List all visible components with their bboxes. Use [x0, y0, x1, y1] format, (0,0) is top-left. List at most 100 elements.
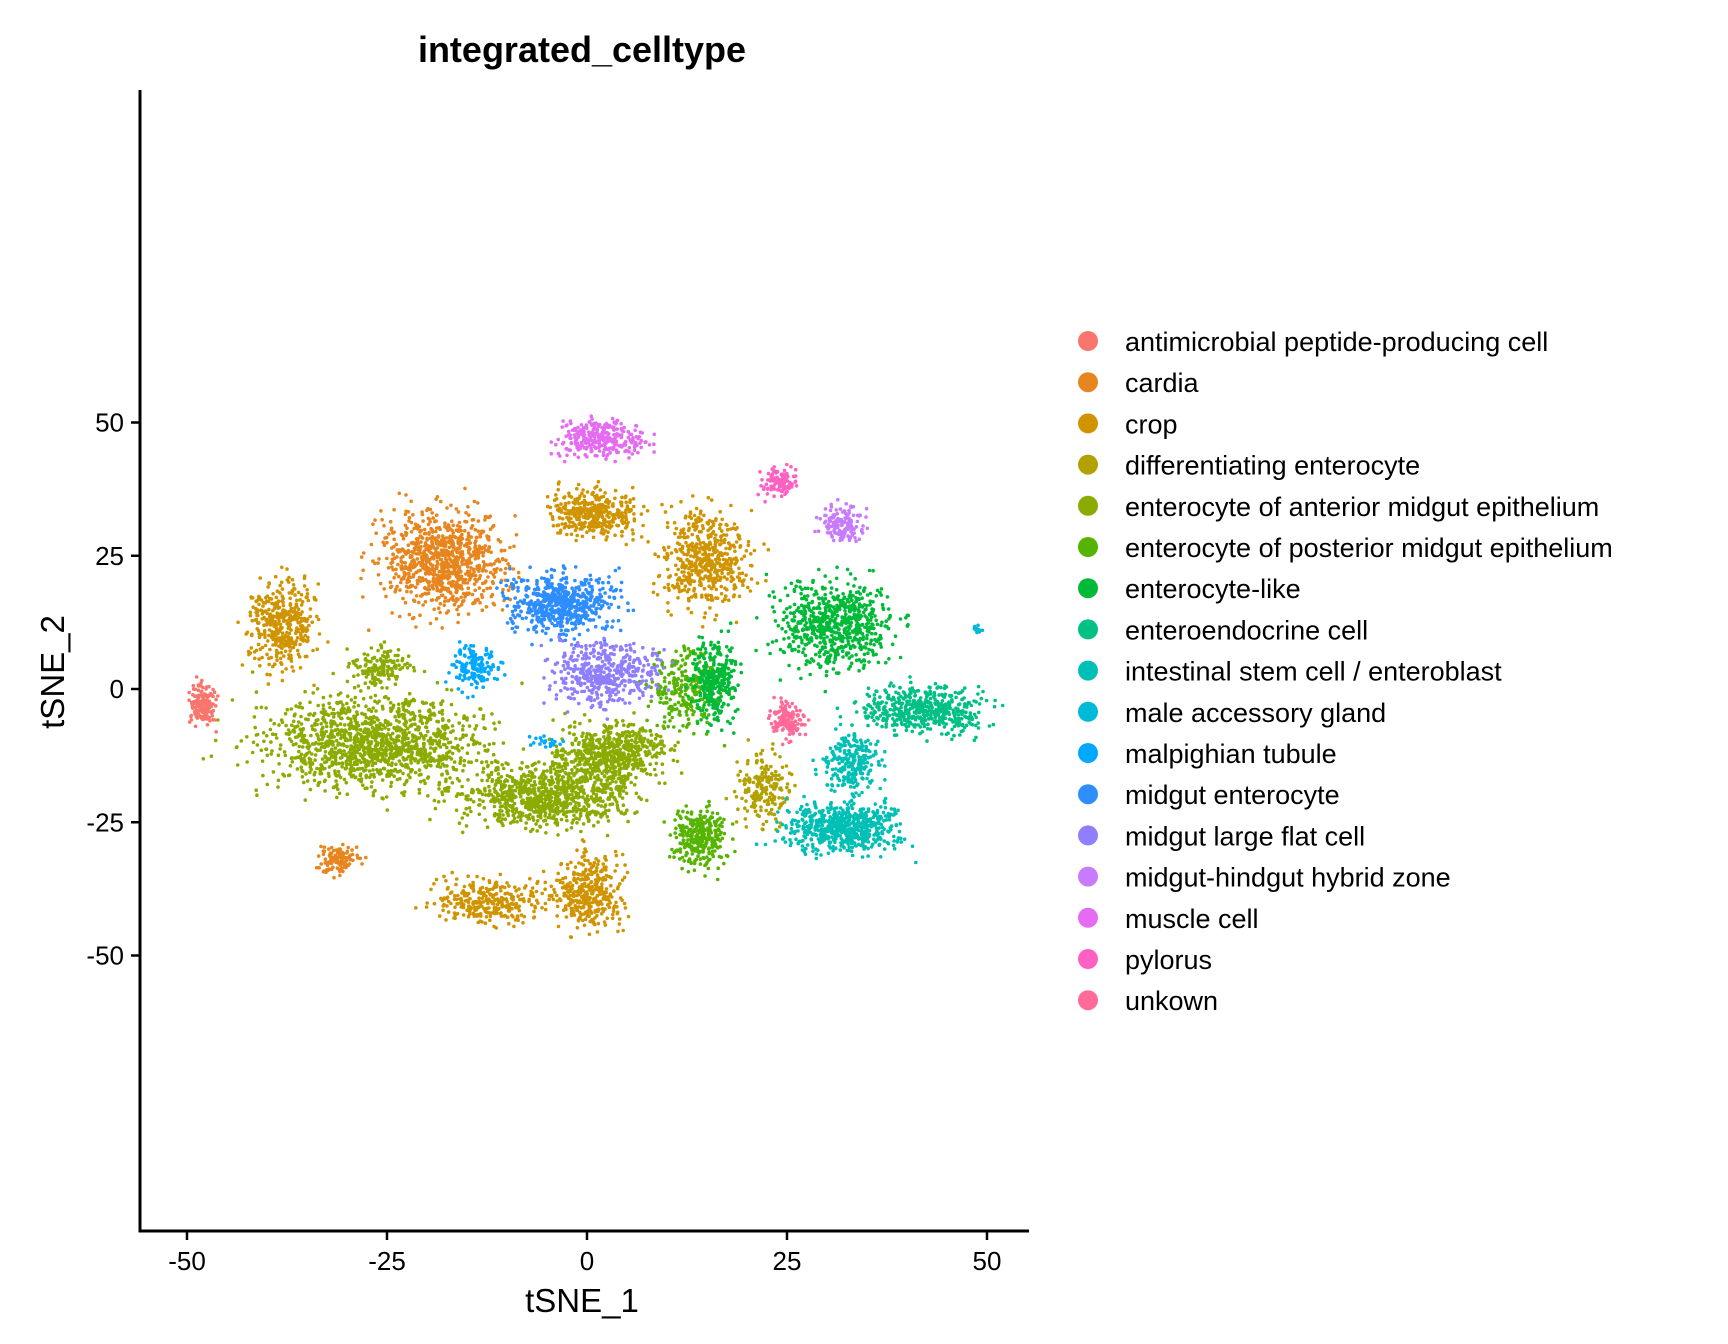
data-point	[458, 525, 463, 529]
data-point	[317, 780, 322, 785]
data-point	[292, 606, 297, 610]
data-point	[757, 798, 762, 802]
data-point	[208, 691, 213, 696]
data-point	[467, 912, 472, 916]
data-point	[338, 873, 342, 878]
data-point	[427, 584, 431, 588]
data-point	[732, 587, 736, 591]
data-point	[468, 797, 473, 802]
data-point	[441, 569, 445, 573]
data-point	[376, 561, 380, 565]
data-point	[417, 791, 422, 795]
data-point	[667, 575, 671, 580]
data-point	[344, 766, 349, 770]
data-point	[267, 582, 272, 586]
data-point	[733, 549, 737, 554]
data-point	[663, 781, 667, 786]
data-point	[736, 773, 740, 777]
data-point	[482, 891, 486, 895]
data-point	[301, 761, 306, 765]
data-point	[371, 706, 376, 710]
data-point	[281, 596, 286, 601]
data-point	[344, 760, 349, 764]
data-point	[196, 715, 200, 720]
data-point	[455, 911, 460, 916]
data-point	[280, 678, 285, 683]
data-point	[554, 497, 559, 501]
data-point	[315, 687, 320, 691]
data-point	[394, 542, 399, 547]
data-point	[521, 921, 525, 925]
data-point	[430, 528, 435, 532]
data-point	[748, 589, 753, 593]
data-point	[749, 508, 754, 513]
data-point	[265, 599, 269, 603]
data-point	[459, 528, 463, 533]
data-point	[502, 548, 507, 553]
data-point	[630, 485, 635, 490]
data-point	[358, 753, 363, 758]
data-point	[555, 878, 559, 882]
data-point	[425, 554, 429, 558]
data-point	[435, 554, 439, 558]
data-point	[497, 720, 502, 725]
data-point	[426, 794, 430, 798]
data-point	[373, 738, 378, 743]
data-point	[458, 550, 463, 555]
data-point	[529, 891, 534, 896]
data-point	[417, 578, 421, 583]
data-point	[735, 575, 740, 579]
data-point	[294, 725, 299, 729]
data-point	[476, 550, 481, 554]
data-point	[628, 500, 632, 505]
data-point	[363, 736, 368, 741]
data-point	[567, 903, 571, 908]
data-point	[324, 741, 328, 746]
data-point	[376, 741, 380, 745]
data-point	[322, 869, 326, 873]
data-point	[533, 768, 538, 772]
data-point	[574, 898, 578, 903]
data-point	[342, 777, 347, 782]
data-point	[687, 561, 692, 566]
data-point	[291, 669, 296, 673]
data-point	[451, 594, 455, 599]
data-point	[475, 501, 480, 505]
data-point	[600, 886, 604, 891]
data-point	[400, 763, 405, 768]
data-point	[723, 537, 727, 542]
data-point	[401, 596, 405, 601]
data-point	[269, 740, 273, 744]
data-point	[586, 515, 591, 520]
data-point	[607, 523, 612, 527]
data-point	[342, 731, 347, 736]
data-point	[352, 705, 356, 709]
data-point	[623, 863, 627, 867]
data-point	[383, 757, 387, 762]
data-point	[466, 531, 471, 536]
data-point	[464, 572, 468, 576]
data-point	[335, 795, 339, 800]
data-point	[621, 803, 626, 807]
data-point	[355, 749, 359, 753]
data-point	[691, 524, 695, 528]
data-point	[556, 924, 561, 929]
data-point	[443, 731, 447, 735]
data-point	[504, 905, 509, 910]
data-point	[283, 711, 288, 716]
data-point	[392, 507, 396, 512]
data-point	[366, 707, 371, 712]
data-point	[468, 569, 472, 574]
data-point	[516, 894, 520, 898]
data-point	[764, 578, 768, 583]
data-point	[434, 877, 439, 882]
data-point	[785, 785, 789, 790]
data-point	[570, 913, 574, 918]
data-point	[620, 852, 625, 857]
data-point	[373, 788, 377, 793]
data-point	[394, 754, 399, 759]
data-point	[446, 885, 450, 890]
data-point	[315, 748, 320, 753]
data-point	[474, 906, 478, 910]
data-point	[285, 707, 290, 712]
